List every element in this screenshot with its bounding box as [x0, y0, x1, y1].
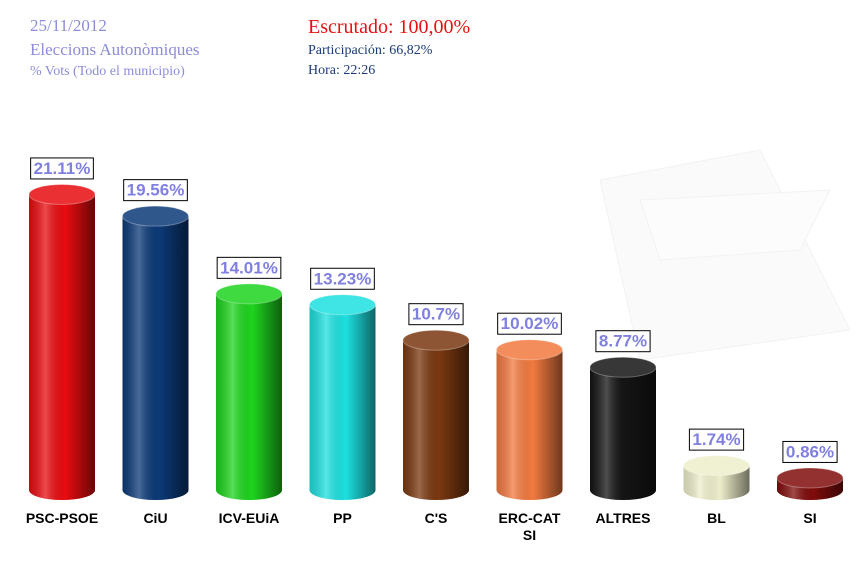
x-tick-label: SI: [803, 510, 817, 526]
bar-shade: [122, 216, 189, 490]
bar-top: [309, 294, 376, 316]
value-label: 8.77%: [599, 332, 647, 351]
value-label-box: [782, 440, 838, 463]
x-tick-label: PSC-PSOE: [25, 510, 99, 526]
bar-top-shade: [122, 206, 189, 227]
value-label: 13.23%: [314, 269, 372, 288]
bar-top-shade: [590, 357, 656, 378]
value-label-box: [408, 303, 464, 326]
value-label-box: [30, 157, 94, 180]
bar-top: [402, 329, 470, 351]
bar-top-shade: [403, 330, 469, 351]
x-tick-label: CiU: [143, 510, 168, 526]
annotation: Participación: 66,82%: [308, 43, 433, 58]
bar-shade: [403, 340, 469, 490]
bar-top-shade: [309, 294, 376, 315]
background-ballot: [599, 149, 851, 361]
x-tick-label: PP: [333, 510, 352, 526]
value-label: 10.02%: [501, 314, 559, 333]
value-label: 0.86%: [786, 442, 834, 461]
value-label: 1.74%: [692, 430, 740, 449]
bar-shade: [216, 293, 282, 490]
x-tick-label: ALTRES: [595, 510, 651, 526]
bar-shade: [590, 367, 656, 490]
bar-top-shade: [496, 339, 563, 360]
bar-shade: [309, 304, 376, 490]
annotation: Hora: 22:26: [308, 63, 376, 78]
bar-top: [589, 356, 657, 378]
value-label-box: [688, 428, 745, 451]
value-label-box: [216, 256, 282, 279]
bar-top: [122, 205, 189, 227]
value-label: 10.7%: [412, 305, 460, 324]
value-label-box: [595, 330, 651, 353]
value-label-box: [123, 179, 188, 202]
x-tick-label: C'S: [424, 510, 448, 526]
chart-subtitle: % Vots (Todo el municipio): [30, 64, 185, 79]
bar-shade: [29, 194, 95, 490]
bar-top-shade: [777, 467, 843, 488]
bar-top: [776, 467, 844, 489]
bar-shade: [496, 349, 563, 490]
value-label: 14.01%: [220, 258, 278, 277]
bar-top: [215, 283, 283, 305]
date: 25/11/2012: [30, 16, 107, 35]
x-tick-label: ERC-CAT SI: [498, 510, 561, 543]
bar-top: [28, 183, 96, 205]
bar-top-shade: [216, 283, 282, 304]
value-label-box: [497, 312, 562, 335]
bar-top-shade: [683, 455, 750, 476]
bar-top: [496, 339, 563, 361]
value-label: 19.56%: [127, 181, 185, 200]
annotation: Escrutado: 100,00%: [308, 16, 471, 38]
x-tick-label: BL: [707, 510, 726, 526]
bar-top-shade: [29, 184, 95, 205]
chart-title: Eleccions Autonòmiques: [30, 40, 200, 59]
value-label-box: [310, 267, 375, 290]
x-tick-label: ICV-EUiA: [218, 510, 280, 526]
value-label: 21.11%: [34, 159, 91, 178]
bar-top: [683, 455, 750, 477]
